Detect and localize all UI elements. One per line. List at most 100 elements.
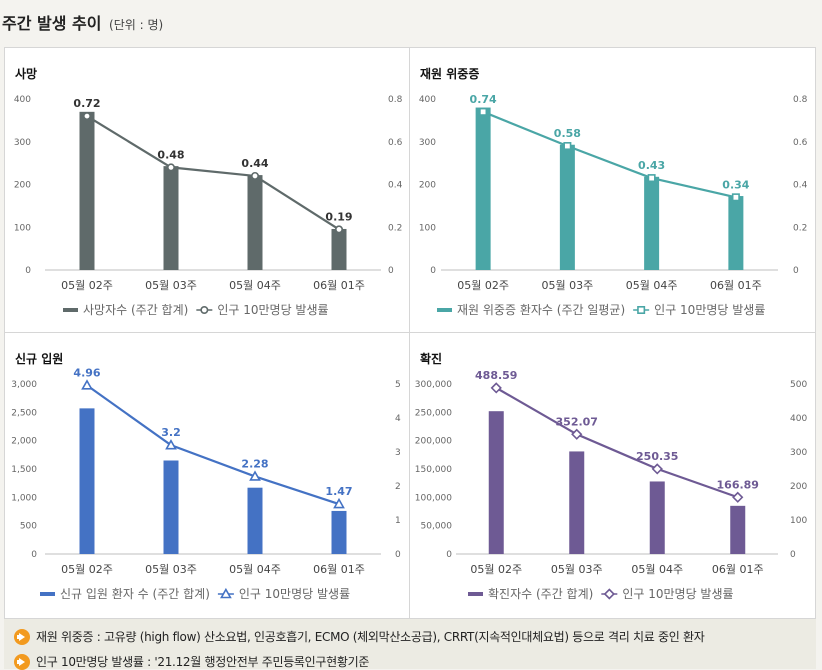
line-point bbox=[249, 470, 261, 481]
line-point bbox=[479, 107, 488, 116]
right-axis-tick-label: 0 bbox=[790, 550, 796, 560]
left-axis-tick-label: 50,000 bbox=[421, 522, 453, 532]
bar bbox=[730, 505, 746, 554]
left-axis-tick-label: 300 bbox=[14, 138, 31, 148]
legend-swatch-bar bbox=[437, 308, 452, 312]
category-label: 05월 03주 bbox=[551, 563, 603, 576]
data-label: 3.2 bbox=[161, 426, 181, 439]
line-point bbox=[647, 174, 656, 183]
left-axis-tick-label: 1,000 bbox=[11, 493, 37, 503]
category-label: 05월 02주 bbox=[61, 563, 113, 576]
left-axis-tick-label: 400 bbox=[14, 95, 31, 105]
chart-panel-admission: 신규 입원 0 500 1,000 1,500 2,000 2,500 3,000 0 1 2 3 4… bbox=[4, 332, 410, 619]
line-point bbox=[200, 305, 209, 314]
left-axis-tick-label: 100 bbox=[14, 223, 31, 233]
category-label: 05월 02주 bbox=[61, 279, 113, 292]
bar bbox=[79, 111, 95, 270]
left-axis-tick-label: 2,500 bbox=[11, 408, 37, 418]
right-axis-tick-label: 0.2 bbox=[793, 223, 807, 233]
speaker-icon bbox=[14, 629, 30, 645]
left-axis-tick-label: 200 bbox=[14, 181, 31, 191]
data-label: 488.59 bbox=[475, 369, 517, 382]
chart-title: 사망 bbox=[15, 67, 38, 81]
left-axis-tick-label: 3,000 bbox=[11, 380, 37, 390]
chart-title: 재원 위중증 bbox=[420, 67, 480, 81]
footnote-population: 인구 10만명당 발생률 : '21.12월 행정안전부 주민등록인구현황기준 bbox=[14, 653, 369, 670]
bar bbox=[728, 196, 744, 270]
left-axis-tick-label: 250,000 bbox=[415, 408, 452, 418]
unit-label: (단위 : 명) bbox=[109, 18, 164, 32]
legend-label-bar: 신규 입원 환자 수 (주간 합계) bbox=[60, 587, 210, 601]
data-label: 1.47 bbox=[325, 485, 352, 498]
category-label: 06월 01주 bbox=[313, 279, 365, 292]
right-axis-tick-label: 0 bbox=[395, 550, 401, 560]
bar bbox=[644, 176, 660, 270]
left-axis-tick-label: 1,500 bbox=[11, 465, 37, 475]
right-axis-tick-label: 0.6 bbox=[793, 138, 808, 148]
category-label: 05월 04주 bbox=[229, 279, 281, 292]
rate-line bbox=[86, 115, 340, 231]
right-axis-tick-label: 0.6 bbox=[388, 138, 403, 148]
bar bbox=[475, 107, 491, 270]
chart-title: 확진 bbox=[420, 352, 443, 366]
footnote-text: 재원 위중증 : 고유량 (high flow) 산소요법, 인공호흡기, EC… bbox=[36, 630, 705, 644]
line-point bbox=[167, 163, 176, 172]
left-axis-tick-label: 0 bbox=[446, 550, 452, 560]
line-point bbox=[651, 463, 663, 475]
right-axis-tick-label: 0 bbox=[793, 266, 799, 276]
data-label: 4.96 bbox=[73, 366, 100, 379]
line-point bbox=[732, 491, 744, 503]
data-label: 0.74 bbox=[470, 93, 497, 106]
page-header: 주간 발생 추이 (단위 : 명) bbox=[2, 10, 163, 34]
page-title: 주간 발생 추이 bbox=[2, 14, 102, 33]
data-label: 250.35 bbox=[636, 450, 678, 463]
line-point bbox=[83, 112, 92, 121]
right-axis-tick-label: 5 bbox=[395, 380, 401, 390]
line-point bbox=[220, 587, 232, 599]
footnote-severe: 재원 위중증 : 고유량 (high flow) 산소요법, 인공호흡기, EC… bbox=[14, 628, 705, 645]
right-axis-tick-label: 3 bbox=[395, 448, 401, 458]
line-point bbox=[334, 225, 343, 234]
legend-label-line: 인구 10만명당 발생률 bbox=[654, 303, 765, 317]
rate-line bbox=[495, 386, 739, 499]
legend-swatch-bar bbox=[40, 592, 55, 596]
line-point bbox=[490, 382, 502, 394]
legend-label-bar: 재원 위중증 환자수 (주간 일평균) bbox=[457, 303, 625, 317]
category-label: 05월 02주 bbox=[457, 279, 509, 292]
bar bbox=[79, 408, 95, 554]
right-axis-tick-label: 4 bbox=[395, 414, 401, 424]
left-axis-tick-label: 100,000 bbox=[415, 493, 452, 503]
chart-panel-deaths: 사망 0 100 200 300 400 0 0.2 0.4 0.6 0.8 05월 02주 05월 … bbox=[4, 47, 410, 333]
left-axis-tick-label: 2,000 bbox=[11, 437, 37, 447]
legend-label-line: 인구 10만명당 발생률 bbox=[239, 587, 350, 601]
left-axis-tick-label: 0 bbox=[430, 266, 436, 276]
bar bbox=[559, 144, 575, 270]
chart-deaths: 0 100 200 300 400 0 0.2 0.4 0.6 0.8 05월 02주 05월 03주… bbox=[14, 95, 403, 317]
left-axis-tick-label: 100 bbox=[419, 223, 436, 233]
bar bbox=[247, 175, 263, 270]
left-axis-tick-label: 0 bbox=[31, 550, 37, 560]
category-label: 05월 04주 bbox=[626, 279, 678, 292]
footnote-text: 인구 10만명당 발생률 : '21.12월 행정안전부 주민등록인구현황기준 bbox=[36, 655, 370, 669]
line-point bbox=[81, 379, 93, 390]
data-label: 0.43 bbox=[638, 159, 665, 172]
legend-label-line: 인구 10만명당 발생률 bbox=[622, 587, 733, 601]
legend-label-line: 인구 10만명당 발생률 bbox=[217, 303, 328, 317]
data-label: 0.34 bbox=[722, 178, 749, 191]
line-point bbox=[165, 439, 177, 450]
bar bbox=[163, 460, 179, 554]
left-axis-tick-label: 300,000 bbox=[415, 380, 452, 390]
category-label: 05월 02주 bbox=[470, 563, 522, 576]
line-point bbox=[603, 588, 615, 600]
data-label: 0.58 bbox=[554, 127, 581, 140]
line-point bbox=[571, 428, 583, 440]
bar bbox=[488, 411, 504, 554]
category-label: 06월 01주 bbox=[710, 279, 762, 292]
left-axis-tick-label: 200 bbox=[419, 181, 436, 191]
right-axis-tick-label: 400 bbox=[790, 414, 807, 424]
line-point bbox=[251, 171, 260, 180]
right-axis-tick-label: 100 bbox=[790, 516, 807, 526]
legend-swatch-bar bbox=[63, 308, 78, 312]
bar bbox=[331, 228, 347, 270]
right-axis-tick-label: 0.4 bbox=[793, 181, 808, 191]
